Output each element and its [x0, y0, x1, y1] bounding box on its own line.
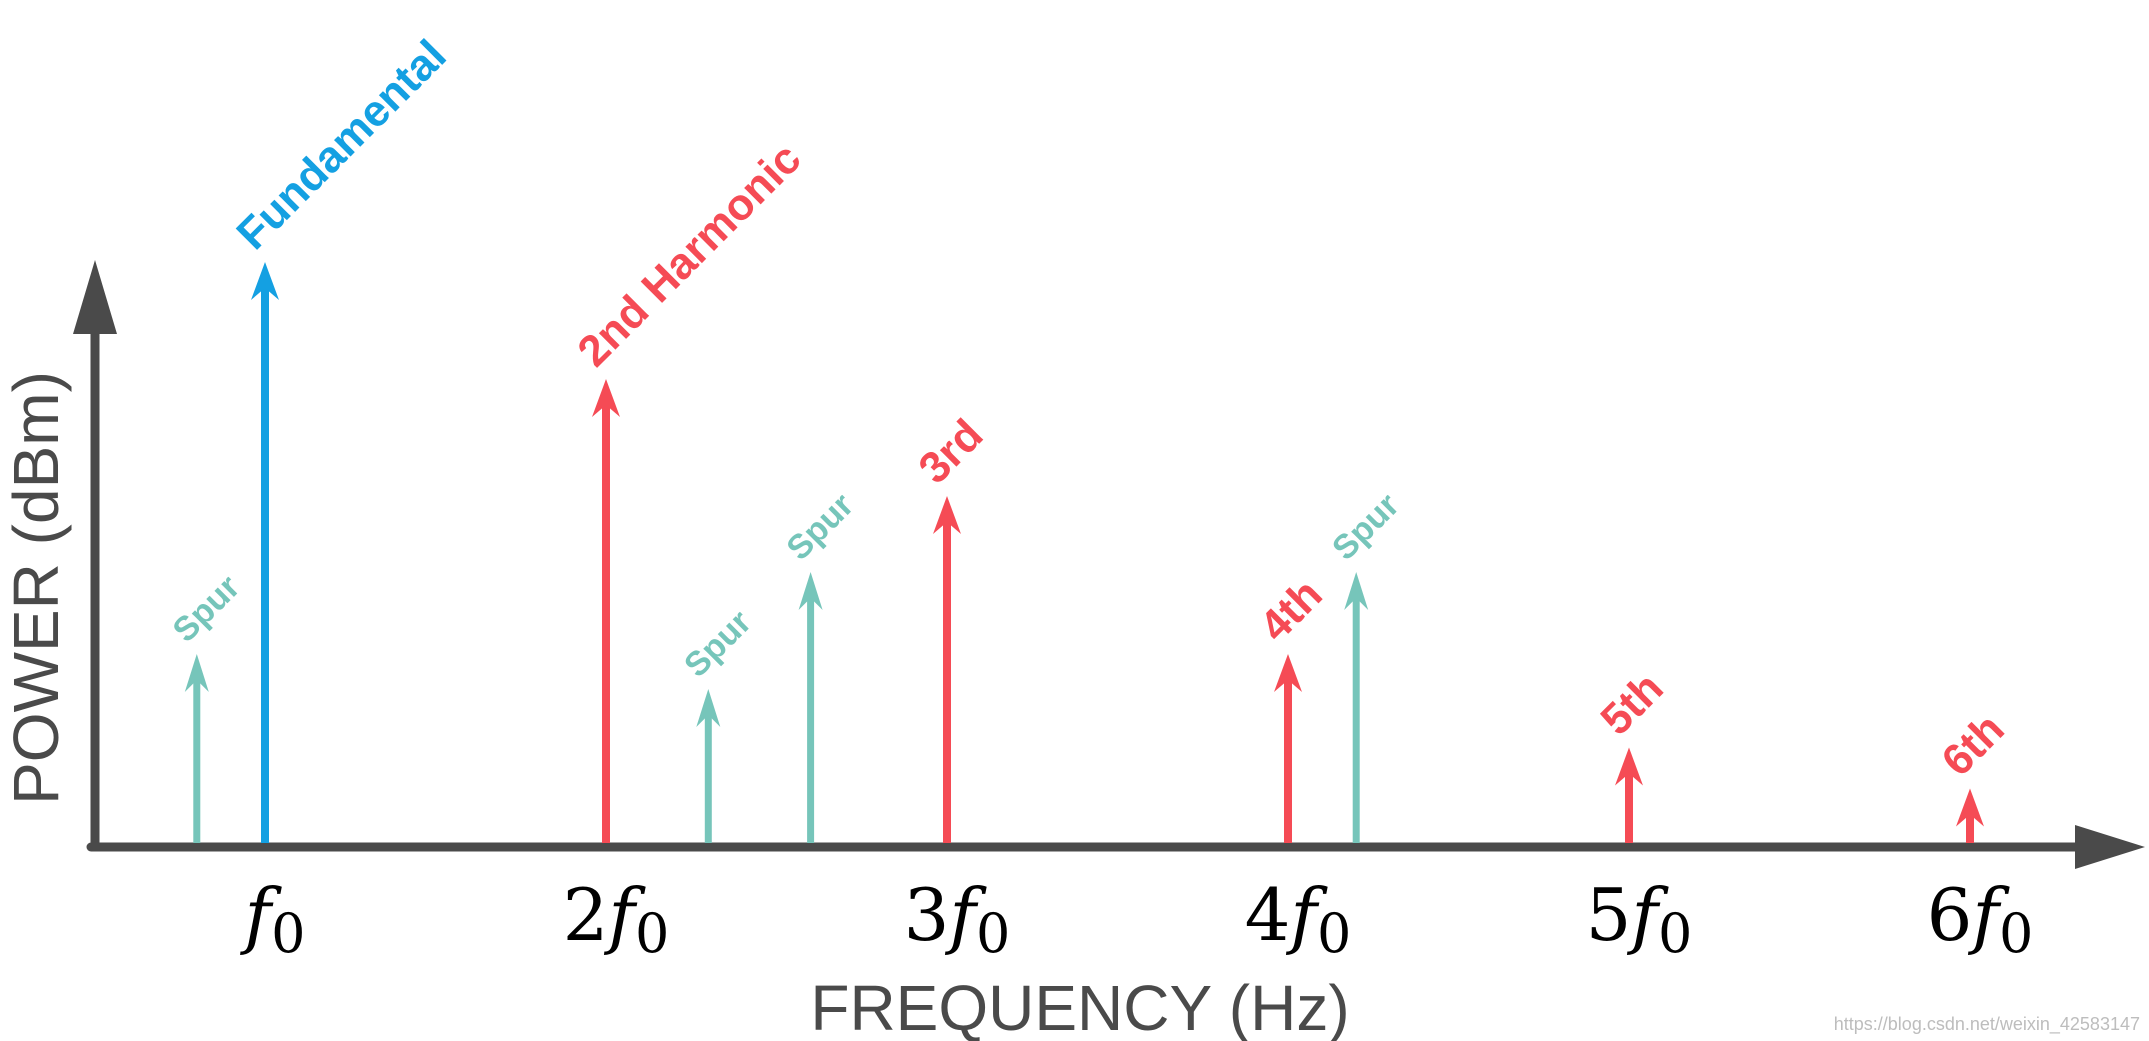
- tick-label-4f0: 4f0: [1245, 873, 1352, 965]
- line-8-arrowhead: [1615, 747, 1643, 786]
- tick-label-1f0: f0: [239, 873, 305, 965]
- x-axis-title: FREQUENCY (Hz): [810, 972, 1349, 1041]
- line-2-label: 2nd Harmonic: [568, 134, 810, 376]
- tick-label-5f0: 5f0: [1586, 873, 1693, 965]
- line-4-label: Spur: [779, 486, 861, 568]
- line-3-arrowhead: [696, 689, 721, 728]
- line-1-arrowhead: [251, 262, 279, 300]
- line-5-arrowhead: [933, 496, 961, 534]
- line-5-label: 3rd: [909, 410, 992, 493]
- line-9-label: 6th: [1932, 704, 2013, 785]
- line-0-label: Spur: [166, 568, 248, 650]
- line-4-arrowhead: [798, 572, 823, 611]
- frequency-tick-labels: f0 2f0 3f0 4f0 5f0 6f0: [239, 873, 2033, 965]
- tick-label-2f0: 2f0: [563, 873, 670, 965]
- line-8-label: 5th: [1591, 663, 1672, 744]
- tick-label-3f0: 3f0: [904, 873, 1011, 965]
- line-7-label: Spur: [1325, 486, 1407, 568]
- line-1-label: Fundamental: [227, 31, 455, 259]
- y-axis-title: POWER (dBm): [0, 371, 72, 805]
- line-0-arrowhead: [184, 653, 209, 692]
- line-6-arrowhead: [1274, 653, 1302, 692]
- line-3-label: Spur: [677, 603, 759, 685]
- line-7-arrowhead: [1344, 572, 1369, 611]
- line-2-arrowhead: [592, 379, 620, 417]
- line-9-arrowhead: [1956, 788, 1984, 827]
- line-6-label: 4th: [1250, 570, 1331, 651]
- x-axis-arrowhead: [2075, 825, 2145, 869]
- watermark: https://blog.csdn.net/weixin_42583147: [1834, 1014, 2140, 1035]
- axes: [73, 260, 2145, 869]
- tick-label-6f0: 6f0: [1927, 873, 2034, 965]
- y-axis-arrowhead: [73, 260, 117, 334]
